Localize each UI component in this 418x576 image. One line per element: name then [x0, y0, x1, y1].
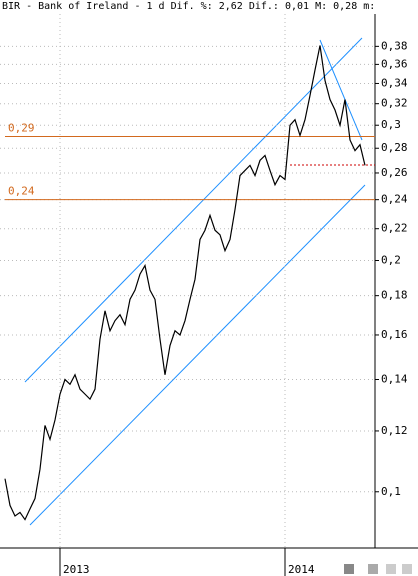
- channel-upper: [24, 37, 363, 383]
- y-tick-label: 0,32: [381, 97, 408, 110]
- x-tick-label: 2013: [63, 563, 90, 576]
- y-tick-label: 0,14: [381, 373, 408, 386]
- y-tick-label: 0,22: [381, 222, 408, 235]
- horizontal-line-label: 0,29: [8, 122, 35, 135]
- icon[interactable]: [386, 564, 396, 574]
- y-tick-label: 0,24: [381, 193, 408, 206]
- icon[interactable]: [344, 564, 354, 574]
- y-tick-label: 0,28: [381, 141, 408, 154]
- horizontal-line-label: 0,24: [8, 185, 35, 198]
- y-tick-label: 0,12: [381, 424, 408, 437]
- channel-lower: [29, 184, 366, 526]
- y-tick-label: 0,3: [381, 118, 401, 131]
- y-tick-label: 0,18: [381, 289, 408, 302]
- price-line: [4, 45, 366, 521]
- y-tick-label: 0,36: [381, 57, 408, 70]
- trend-line: [319, 39, 363, 141]
- y-tick-label: 0,16: [381, 328, 408, 341]
- chart-title: BIR - Bank of Ireland - 1 d Dif. %: 2,62…: [2, 1, 375, 12]
- icon[interactable]: [402, 564, 412, 574]
- y-tick-label: 0,2: [381, 254, 401, 267]
- y-tick-label: 0,26: [381, 166, 408, 179]
- y-tick-label: 0,1: [381, 485, 401, 498]
- x-tick-label: 2014: [288, 563, 315, 576]
- y-tick-label: 0,34: [381, 76, 408, 89]
- y-tick-label: 0,38: [381, 39, 408, 52]
- icon[interactable]: [368, 564, 378, 574]
